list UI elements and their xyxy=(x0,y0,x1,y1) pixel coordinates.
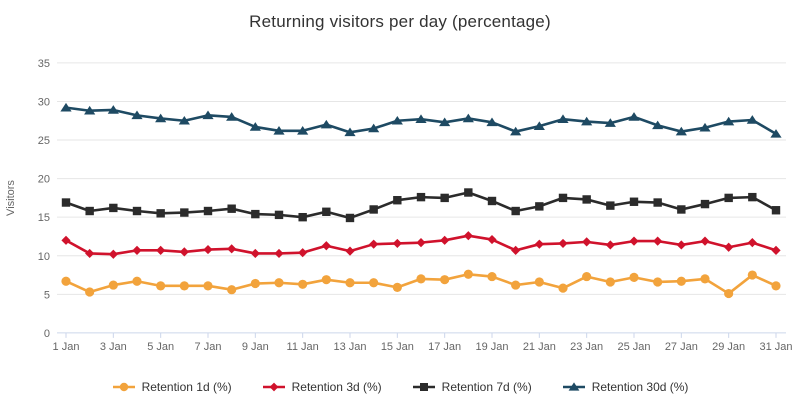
square-series-marker-icon xyxy=(412,383,435,391)
series-retention-30d xyxy=(60,102,782,138)
x-tick-label: 13 Jan xyxy=(333,341,366,353)
y-gridlines xyxy=(57,62,786,334)
x-tick-label: 21 Jan xyxy=(523,341,556,353)
x-tick-label: 25 Jan xyxy=(617,341,650,353)
legend-item-retention-1d[interactable]: Retention 1d (%) xyxy=(112,380,232,394)
y-tick-label: 10 xyxy=(38,251,50,263)
legend-label: Retention 3d (%) xyxy=(291,380,382,394)
y-axis-labels: 0 5 10 15 20 25 30 35 xyxy=(38,58,50,340)
x-tick-label: 27 Jan xyxy=(665,341,698,353)
x-tick-label: 19 Jan xyxy=(475,341,508,353)
y-tick-label: 25 xyxy=(38,135,50,147)
circle-series-marker-icon xyxy=(112,382,135,392)
x-tick-label: 11 Jan xyxy=(287,341,319,353)
x-axis-ticks xyxy=(65,332,777,338)
series-retention-7d xyxy=(61,188,781,223)
legend-item-retention-7d[interactable]: Retention 7d (%) xyxy=(412,380,532,394)
series-retention-3d xyxy=(61,231,781,259)
x-tick-label: 9 Jan xyxy=(242,341,269,353)
y-tick-label: 20 xyxy=(38,174,50,186)
legend-label: Retention 1d (%) xyxy=(141,380,232,394)
y-tick-label: 0 xyxy=(44,328,50,340)
legend-item-retention-30d[interactable]: Retention 30d (%) xyxy=(562,380,689,394)
x-tick-label: 31 Jan xyxy=(759,341,792,353)
legend-label: Retention 30d (%) xyxy=(591,380,689,394)
x-tick-label: 3 Jan xyxy=(100,341,127,353)
x-tick-label: 1 Jan xyxy=(53,341,80,353)
x-axis-labels: 1 Jan 3 Jan 5 Jan 7 Jan 9 Jan 11 Jan 13 Jan 15 … xyxy=(53,341,793,353)
series-retention-1d xyxy=(61,269,781,299)
x-tick-label: 15 Jan xyxy=(381,341,414,353)
y-tick-label: 30 xyxy=(38,96,50,108)
x-tick-label: 23 Jan xyxy=(570,341,603,353)
y-tick-label: 15 xyxy=(38,212,50,224)
legend: Retention 1d (%) Retention 3d (%) Retentio… xyxy=(0,380,800,394)
x-tick-label: 7 Jan xyxy=(195,341,222,353)
legend-item-retention-3d[interactable]: Retention 3d (%) xyxy=(262,380,382,394)
x-tick-label: 5 Jan xyxy=(147,341,174,353)
diamond-series-marker-icon xyxy=(262,382,285,392)
triangle-series-marker-icon xyxy=(562,382,585,391)
y-axis-title: Visitors xyxy=(5,180,17,216)
legend-label: Retention 7d (%) xyxy=(441,380,532,394)
y-tick-label: 35 xyxy=(38,58,50,70)
x-tick-label: 17 Jan xyxy=(428,341,461,353)
chart-title: Returning visitors per day (percentage) xyxy=(249,12,551,31)
x-tick-label: 29 Jan xyxy=(712,341,745,353)
y-tick-label: 5 xyxy=(44,289,50,301)
